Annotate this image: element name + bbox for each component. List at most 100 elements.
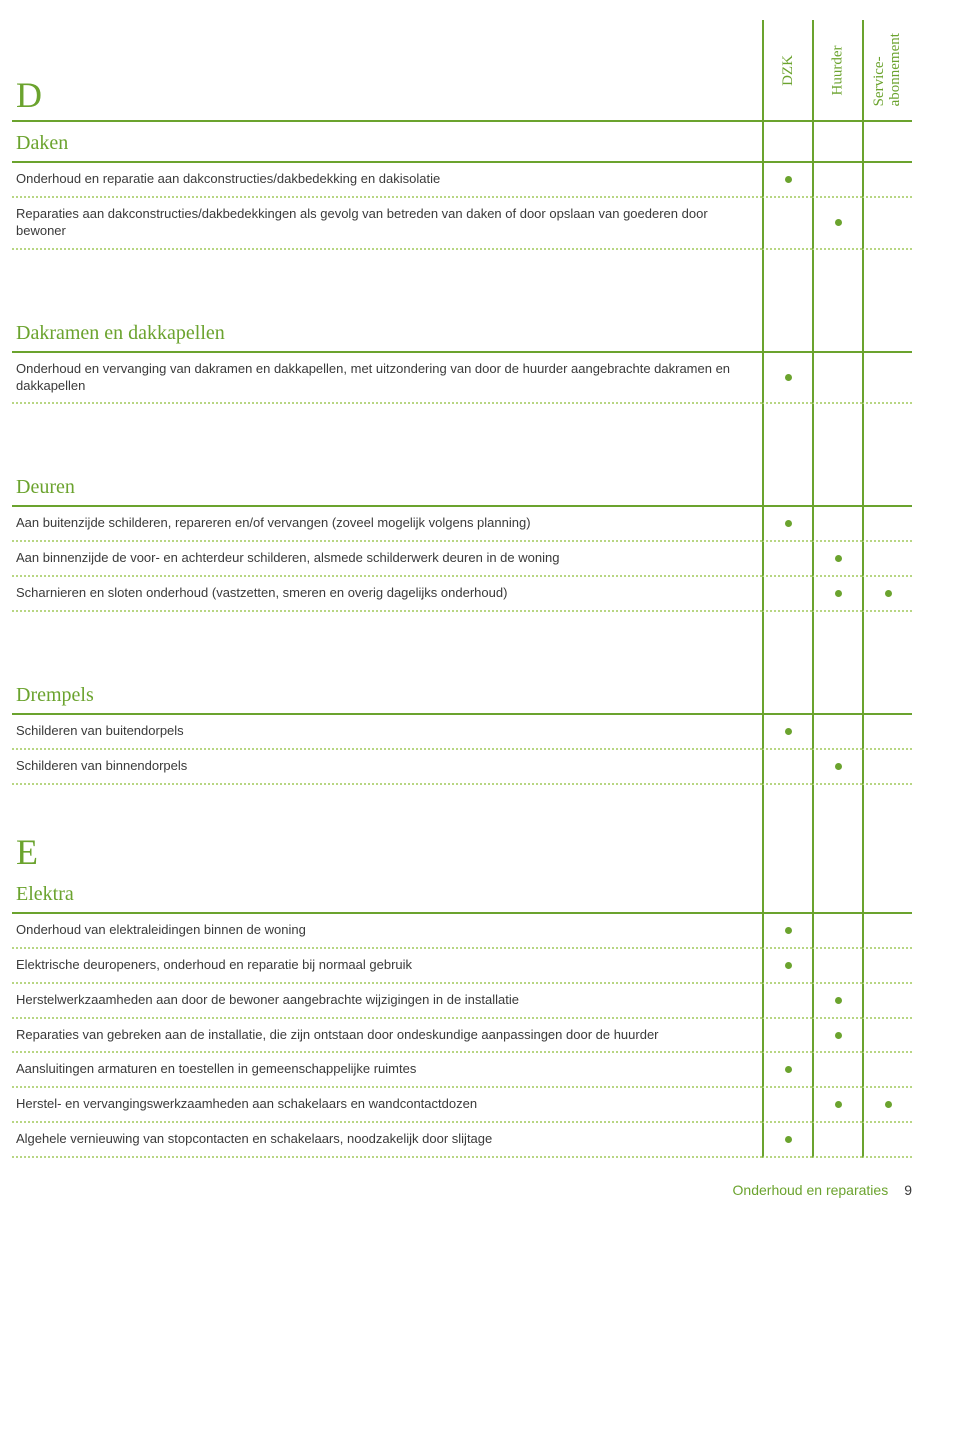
col-border bbox=[812, 312, 862, 351]
item-cell-dzk bbox=[762, 715, 812, 750]
table-row: Schilderen van buitendorpels bbox=[12, 715, 912, 750]
item-cell-dzk bbox=[762, 1019, 812, 1054]
dot-icon bbox=[785, 374, 792, 381]
item-text: Algehele vernieuwing van stopcontacten e… bbox=[12, 1123, 762, 1158]
item-text: Reparaties aan dakconstructies/dakbedekk… bbox=[12, 198, 762, 250]
item-cell-service bbox=[862, 198, 912, 250]
group-title-row: Elektra bbox=[12, 873, 912, 914]
spacer-cell bbox=[862, 612, 912, 674]
column-header-service: Service-abonnement bbox=[862, 20, 912, 120]
col-border bbox=[812, 674, 862, 713]
dot-icon bbox=[835, 1032, 842, 1039]
item-cell-huurder bbox=[812, 163, 862, 198]
dot-icon bbox=[785, 962, 792, 969]
item-cell-service bbox=[862, 1053, 912, 1088]
section-letter: E bbox=[12, 825, 762, 873]
item-cell-dzk bbox=[762, 984, 812, 1019]
item-cell-service bbox=[862, 577, 912, 612]
dot-icon bbox=[785, 176, 792, 183]
item-cell-service bbox=[862, 750, 912, 785]
item-cell-huurder bbox=[812, 914, 862, 949]
item-cell-dzk bbox=[762, 507, 812, 542]
item-text: Schilderen van binnendorpels bbox=[12, 750, 762, 785]
item-text: Onderhoud van elektraleidingen binnen de… bbox=[12, 914, 762, 949]
group-title: Elektra bbox=[12, 873, 762, 912]
col-border bbox=[812, 873, 862, 912]
col-border bbox=[762, 466, 812, 505]
spacer bbox=[12, 404, 762, 466]
group-title: Drempels bbox=[12, 674, 762, 713]
item-cell-service bbox=[862, 914, 912, 949]
item-cell-huurder bbox=[812, 198, 862, 250]
item-cell-huurder bbox=[812, 1019, 862, 1054]
spacer-cell bbox=[762, 250, 812, 312]
item-text: Reparaties van gebreken aan de installat… bbox=[12, 1019, 762, 1054]
item-text: Herstel- en vervangingswerkzaamheden aan… bbox=[12, 1088, 762, 1123]
item-cell-huurder bbox=[812, 542, 862, 577]
spacer-cell bbox=[812, 404, 862, 466]
group-title-row: Deuren bbox=[12, 466, 912, 507]
section-header: DDZKHuurderService-abonnement bbox=[12, 20, 912, 122]
col-border bbox=[862, 825, 912, 873]
col-border bbox=[862, 674, 912, 713]
item-cell-huurder bbox=[812, 507, 862, 542]
col-border bbox=[862, 122, 912, 161]
item-cell-huurder bbox=[812, 984, 862, 1019]
col-border bbox=[762, 674, 812, 713]
item-cell-dzk bbox=[762, 1088, 812, 1123]
item-cell-huurder bbox=[812, 1053, 862, 1088]
spacer-cell bbox=[762, 404, 812, 466]
item-cell-service bbox=[862, 1123, 912, 1158]
dot-icon bbox=[785, 728, 792, 735]
group-title: Deuren bbox=[12, 466, 762, 505]
col-border bbox=[862, 466, 912, 505]
footer-title: Onderhoud en reparaties bbox=[733, 1182, 889, 1198]
item-cell-dzk bbox=[762, 542, 812, 577]
page: DDZKHuurderService-abonnementDaken Onderh… bbox=[12, 20, 912, 1158]
table-row: Aan binnenzijde de voor- en achterdeur s… bbox=[12, 542, 912, 577]
dot-icon bbox=[835, 763, 842, 770]
item-cell-service bbox=[862, 353, 912, 405]
item-cell-dzk bbox=[762, 1123, 812, 1158]
item-cell-huurder bbox=[812, 1123, 862, 1158]
dot-icon bbox=[885, 590, 892, 597]
item-text: Elektrische deuropeners, onderhoud en re… bbox=[12, 949, 762, 984]
dot-icon bbox=[835, 219, 842, 226]
dot-icon bbox=[835, 590, 842, 597]
col-border bbox=[862, 312, 912, 351]
dot-icon bbox=[785, 1136, 792, 1143]
group-title-row: Dakramen en dakkapellen bbox=[12, 312, 912, 353]
col-border bbox=[762, 873, 812, 912]
item-cell-dzk bbox=[762, 198, 812, 250]
spacer-cell bbox=[862, 785, 912, 825]
table-row: Onderhoud van elektraleidingen binnen de… bbox=[12, 914, 912, 949]
item-cell-service bbox=[862, 163, 912, 198]
item-cell-dzk bbox=[762, 750, 812, 785]
dot-icon bbox=[835, 555, 842, 562]
spacer-row bbox=[12, 404, 912, 466]
column-header-service-line2: abonnement bbox=[888, 33, 904, 106]
spacer-cell bbox=[862, 404, 912, 466]
item-text: Herstelwerkzaamheden aan door de bewoner… bbox=[12, 984, 762, 1019]
item-text: Aansluitingen armaturen en toestellen in… bbox=[12, 1053, 762, 1088]
column-header-dzk: DZK bbox=[762, 20, 812, 120]
table-row: Herstelwerkzaamheden aan door de bewoner… bbox=[12, 984, 912, 1019]
footer-page: 9 bbox=[904, 1182, 912, 1198]
group-title-row: Drempels bbox=[12, 674, 912, 715]
table-row: Schilderen van binnendorpels bbox=[12, 750, 912, 785]
col-border bbox=[812, 825, 862, 873]
section-letter-row: E bbox=[12, 825, 912, 873]
spacer bbox=[12, 250, 762, 312]
group-title: Daken bbox=[12, 122, 762, 161]
item-cell-huurder bbox=[812, 949, 862, 984]
spacer-cell bbox=[812, 250, 862, 312]
item-text: Aan binnenzijde de voor- en achterdeur s… bbox=[12, 542, 762, 577]
spacer-cell bbox=[862, 250, 912, 312]
spacer-cell bbox=[762, 785, 812, 825]
col-border bbox=[862, 873, 912, 912]
item-text: Aan buitenzijde schilderen, repareren en… bbox=[12, 507, 762, 542]
col-border bbox=[762, 825, 812, 873]
item-text: Scharnieren en sloten onderhoud (vastzet… bbox=[12, 577, 762, 612]
group-title: Dakramen en dakkapellen bbox=[12, 312, 762, 351]
spacer-cell bbox=[812, 612, 862, 674]
